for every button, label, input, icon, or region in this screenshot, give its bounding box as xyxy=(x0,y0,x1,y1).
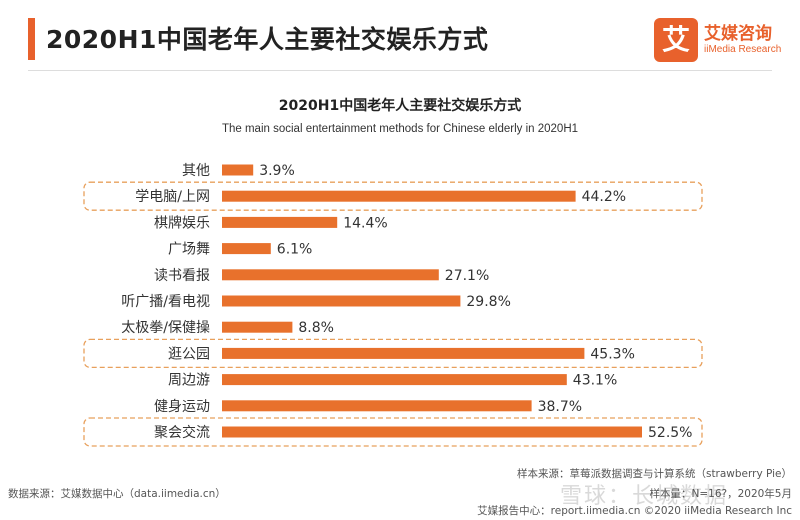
value-label: 14.4% xyxy=(343,215,387,231)
category-label: 逛公园 xyxy=(168,346,210,362)
value-label: 44.2% xyxy=(582,189,626,205)
value-label: 8.8% xyxy=(298,320,334,336)
watermark: 雪球：长城数据 xyxy=(560,484,729,509)
category-label: 听广播/看电视 xyxy=(121,294,210,310)
bar xyxy=(222,400,532,412)
logo-name-en: iiMedia Research xyxy=(704,44,782,55)
logo-mark: 艾 xyxy=(654,18,698,62)
chart-title: 2020H1中国老年人主要社交娱乐方式 xyxy=(278,98,522,114)
category-label: 学电脑/上网 xyxy=(135,189,210,205)
category-label: 棋牌娱乐 xyxy=(154,214,210,231)
category-label: 其他 xyxy=(182,163,210,179)
category-label: 聚会交流 xyxy=(154,424,210,441)
page-title: 2020H1中国老年人主要社交娱乐方式 xyxy=(46,25,489,54)
data-source: 数据来源：艾媒数据中心（data.iimedia.cn） xyxy=(8,488,226,500)
logo-name-cn: 艾媒咨询 xyxy=(704,24,772,44)
category-label: 太极拳/保健操 xyxy=(121,320,210,336)
bar xyxy=(222,216,338,228)
sample-size: 样本量：N=16?，2020年5月 xyxy=(649,488,793,500)
value-label: 3.9% xyxy=(259,163,295,179)
bar xyxy=(222,190,576,202)
report-footer: 艾媒报告中心：report.iimedia.cn ©2020 iiMedia R… xyxy=(477,505,792,517)
title-divider xyxy=(28,70,772,71)
value-label: 38.7% xyxy=(538,399,582,415)
category-label: 周边游 xyxy=(168,373,210,389)
bar xyxy=(222,243,271,255)
value-label: 6.1% xyxy=(277,242,313,258)
iimedia-logo: 艾 艾媒咨询 iiMedia Research xyxy=(654,18,794,64)
category-label: 健身运动 xyxy=(154,399,210,415)
title-accent-bar xyxy=(28,18,35,60)
bar xyxy=(222,374,567,386)
value-label: 52.5% xyxy=(648,425,692,441)
bar xyxy=(222,426,642,438)
bar xyxy=(222,321,293,333)
value-label: 43.1% xyxy=(573,373,617,389)
category-label: 读书看报 xyxy=(154,267,210,284)
category-label: 广场舞 xyxy=(168,242,210,258)
value-label: 27.1% xyxy=(445,268,489,284)
bar xyxy=(222,347,585,359)
value-label: 45.3% xyxy=(590,346,634,362)
sample-source: 样本来源：草莓派数据调查与计算系统（strawberry Pie） xyxy=(516,468,792,480)
bar xyxy=(222,269,439,281)
bar xyxy=(222,164,254,176)
chart-subtitle: The main social entertainment methods fo… xyxy=(221,123,579,135)
bar xyxy=(222,295,461,307)
value-label: 29.8% xyxy=(466,294,510,310)
